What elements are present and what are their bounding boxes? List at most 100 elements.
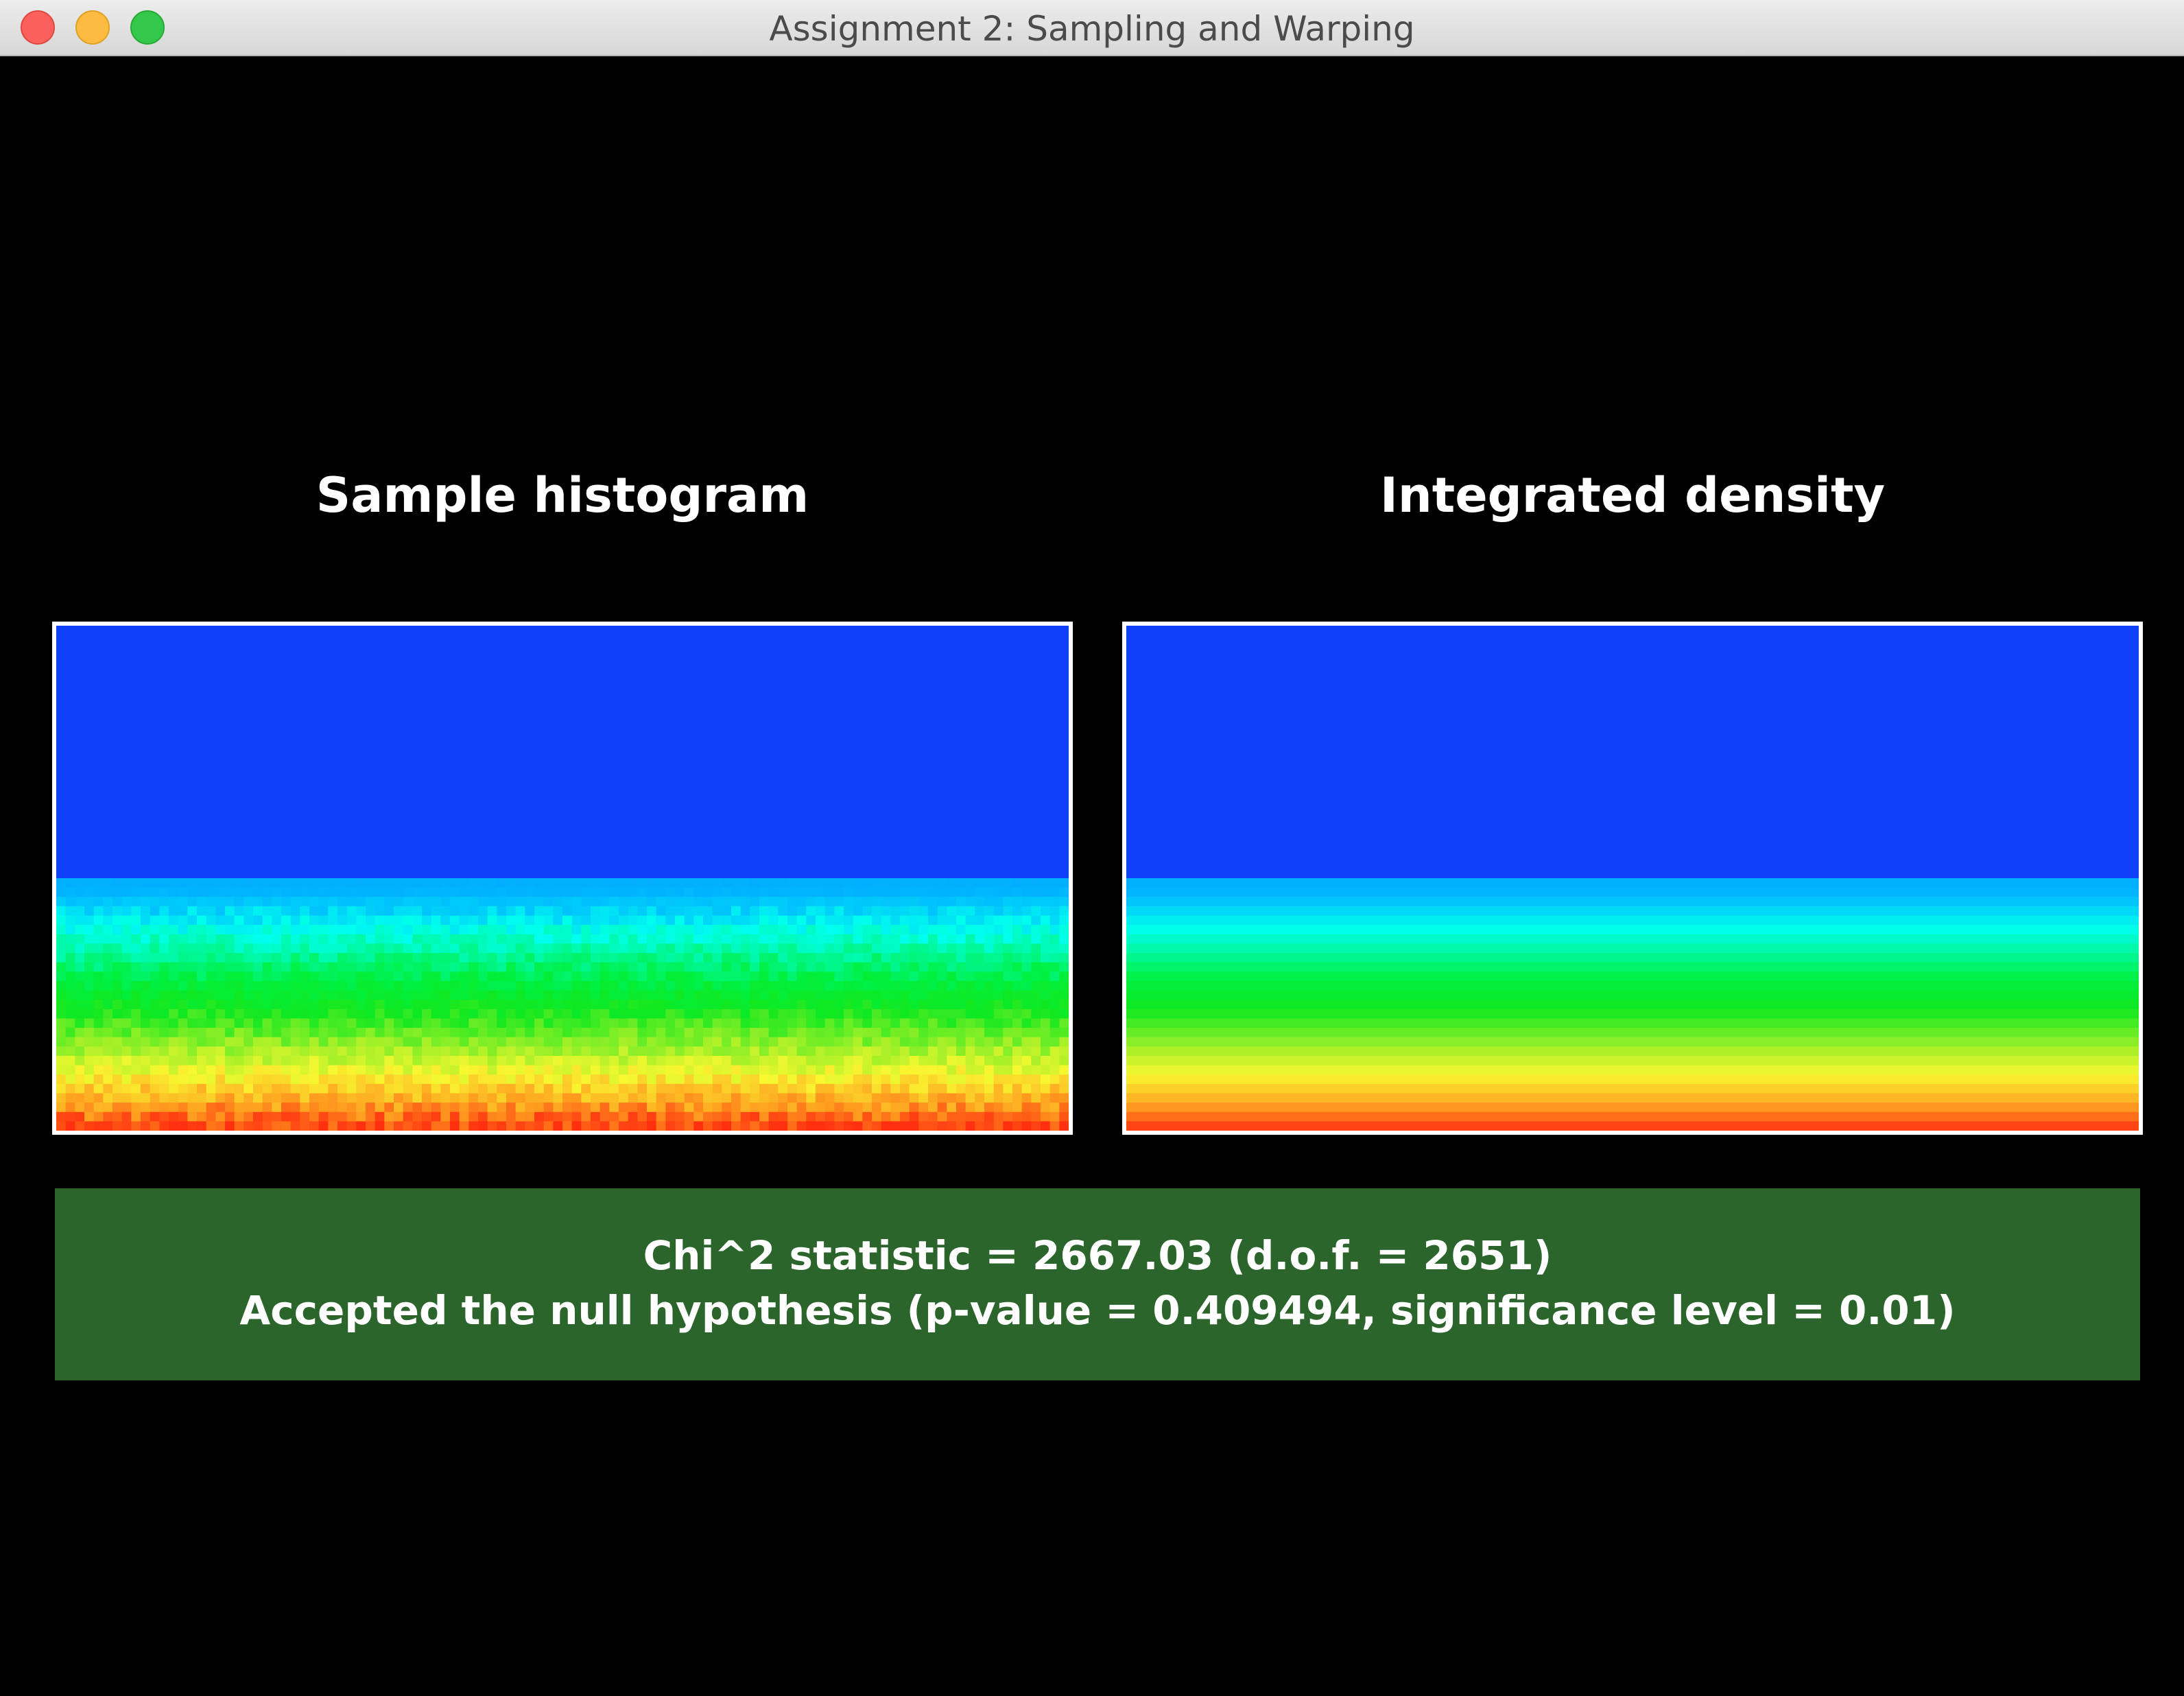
histogram-cell	[403, 1065, 413, 1075]
histogram-cell	[75, 1055, 85, 1066]
histogram-cell	[75, 925, 85, 935]
histogram-cell	[553, 1055, 563, 1066]
density-row	[1126, 1121, 2139, 1131]
histogram-cell	[328, 1093, 338, 1103]
histogram-cell	[712, 1121, 722, 1131]
histogram-cell	[450, 925, 460, 935]
histogram-cell	[600, 915, 610, 926]
histogram-cell	[562, 1037, 573, 1047]
density-row	[1126, 1083, 2139, 1094]
histogram-cell	[206, 1037, 216, 1047]
zoom-button[interactable]	[130, 10, 165, 45]
histogram-cell	[975, 962, 985, 972]
histogram-cell	[103, 897, 113, 907]
histogram-cell	[1031, 1018, 1041, 1028]
histogram-cell	[750, 1103, 760, 1113]
histogram-cell	[609, 1018, 619, 1028]
histogram-cell	[412, 887, 423, 897]
histogram-cell	[834, 878, 844, 888]
histogram-cell	[253, 943, 263, 954]
histogram-cell	[1021, 915, 1032, 926]
histogram-cell	[337, 1009, 348, 1020]
histogram-cell	[187, 1065, 198, 1075]
histogram-cell	[318, 897, 329, 907]
histogram-cell	[543, 897, 554, 907]
histogram-cell	[656, 1065, 666, 1075]
histogram-cell	[515, 1074, 525, 1085]
minimize-button[interactable]	[75, 10, 110, 45]
histogram-cell	[187, 1074, 198, 1085]
histogram-cell	[290, 887, 300, 897]
histogram-cell	[197, 990, 207, 1000]
histogram-cell	[609, 1103, 619, 1113]
histogram-cell	[975, 934, 985, 945]
histogram-cell	[637, 1111, 648, 1122]
histogram-cell	[328, 1009, 338, 1020]
histogram-cell	[665, 1103, 676, 1113]
histogram-cell	[431, 962, 441, 972]
histogram-cell	[543, 906, 554, 917]
histogram-cell	[1012, 953, 1023, 963]
histogram-cell	[346, 990, 357, 1000]
histogram-cell	[215, 1000, 226, 1010]
histogram-cell	[571, 1028, 582, 1038]
histogram-cell	[824, 980, 835, 991]
histogram-cell	[1041, 953, 1051, 963]
histogram-cell	[103, 1000, 113, 1010]
histogram-cell	[487, 953, 497, 963]
histogram-cell	[103, 1018, 113, 1028]
histogram-cell	[459, 897, 469, 907]
histogram-cell	[197, 1093, 207, 1103]
histogram-cell	[169, 1055, 179, 1066]
histogram-cell	[853, 887, 863, 897]
histogram-cell	[234, 1083, 244, 1094]
histogram-cell	[468, 934, 479, 945]
histogram-cell	[853, 1000, 863, 1010]
histogram-cell	[487, 1055, 497, 1066]
histogram-cell	[197, 1028, 207, 1038]
histogram-cell	[366, 971, 376, 982]
histogram-cell	[394, 1055, 404, 1066]
histogram-cell	[468, 990, 479, 1000]
histogram-cell	[984, 1028, 995, 1038]
histogram-cell	[337, 934, 348, 945]
histogram-cell	[478, 971, 488, 982]
histogram-cell	[375, 897, 385, 907]
title-bar[interactable]: Assignment 2: Sampling and Warping	[0, 0, 2184, 56]
histogram-cell	[394, 925, 404, 935]
histogram-cell	[468, 1083, 479, 1094]
histogram-cell	[609, 1065, 619, 1075]
histogram-cell	[637, 934, 648, 945]
histogram-cell	[394, 953, 404, 963]
histogram-cell	[103, 1009, 113, 1020]
histogram-cell	[900, 934, 910, 945]
histogram-cell	[318, 1121, 329, 1131]
histogram-cell	[431, 1037, 441, 1047]
histogram-cell	[346, 906, 357, 917]
histogram-cell	[890, 934, 901, 945]
histogram-cell	[412, 1018, 423, 1028]
histogram-cell	[93, 1037, 104, 1047]
histogram-cell	[84, 1103, 95, 1113]
close-button[interactable]	[21, 10, 55, 45]
histogram-cell	[918, 962, 929, 972]
histogram-cell	[525, 980, 535, 991]
histogram-cell	[187, 1055, 198, 1066]
histogram-cell	[684, 1018, 694, 1028]
histogram-cell	[816, 1111, 826, 1122]
histogram-cell	[1031, 906, 1041, 917]
histogram-cell	[422, 1028, 432, 1038]
histogram-cell	[844, 906, 854, 917]
histogram-cell	[984, 962, 995, 972]
histogram-cell	[244, 1103, 254, 1113]
histogram-cell	[206, 1065, 216, 1075]
histogram-cell	[328, 1065, 338, 1075]
histogram-cell	[478, 887, 488, 897]
histogram-cell	[84, 1046, 95, 1057]
histogram-cell	[675, 897, 685, 907]
histogram-cell	[394, 943, 404, 954]
histogram-cell	[1012, 1000, 1023, 1010]
histogram-cell	[778, 943, 788, 954]
histogram-cell	[703, 990, 713, 1000]
histogram-cell	[591, 1009, 601, 1020]
